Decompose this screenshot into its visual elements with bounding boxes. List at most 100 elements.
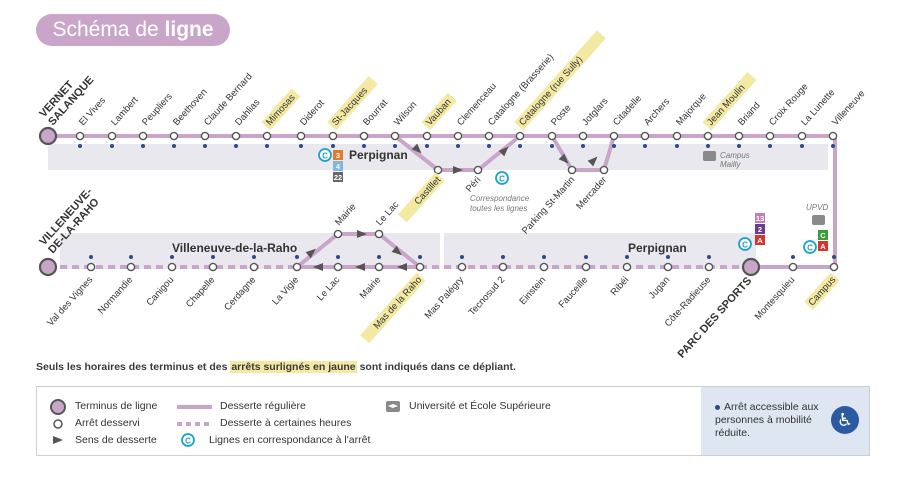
label-bottom-4-text: Cerdagne [222, 275, 258, 313]
direction-arrow-5 [305, 248, 316, 259]
corr-peri-letter: C [499, 175, 505, 184]
label-bottom-7: Mairie [358, 275, 383, 302]
label-top-branch-1: Péri [464, 175, 483, 195]
perpignan-band [444, 233, 756, 269]
stop-bottom-10 [498, 262, 508, 272]
accessible-dot-top-11 [425, 144, 429, 148]
label-top-20-highlight [702, 71, 757, 131]
direction-arrow-4 [587, 156, 598, 167]
label-bottom-2-text: Canigou [144, 275, 176, 309]
stop-top-23 [797, 131, 807, 141]
badge-parc-text-2: A [757, 236, 763, 245]
label-top-18-text: Archers [642, 96, 672, 128]
accessible-dot-top-10 [393, 144, 397, 148]
accessible-dot-bottom-0 [89, 255, 93, 259]
label-top-branch-0-highlight [397, 172, 445, 223]
label-bottom-16: Montesquieu [753, 275, 798, 323]
legend-direction-label: Sens de desserte [75, 434, 157, 446]
accessible-label: Arrêt accessible aux personnes à mobilit… [715, 401, 819, 439]
upvd-label: UPVD [806, 203, 828, 212]
label-top-21: Briand [736, 100, 763, 128]
stop-top-13 [484, 131, 494, 141]
direction-arrow-8 [313, 263, 323, 271]
label-bottom-branch-0-text: Mairie [333, 201, 358, 228]
terminus-villeneuve [38, 257, 58, 277]
accessible-dot-top-14 [518, 144, 522, 148]
stop-top-7 [296, 131, 306, 141]
legend-university-label: Université et École Supérieure [409, 400, 551, 412]
badge-stjacques-0 [333, 150, 343, 160]
accessible-dot-top-12 [456, 144, 460, 148]
wheelchair-icon: ♿ [831, 406, 859, 434]
accessible-dot-top-20 [706, 144, 710, 148]
stop-top-11 [422, 131, 432, 141]
accessible-dot-top-8 [331, 144, 335, 148]
label-top-9-text: Bourrat [361, 97, 390, 128]
label-bottom-5: La Vigie [270, 275, 301, 308]
label-bottom-16-text: Montesquieu [753, 275, 798, 323]
label-top-15: Poste [549, 103, 573, 128]
label-top-branch-1-text: Péri [464, 175, 483, 195]
direction-arrow-0 [411, 143, 422, 154]
legend-terminus-label: Terminus de ligne [75, 400, 158, 412]
stop-bottom-4 [249, 262, 259, 272]
stop-top-18 [640, 131, 650, 141]
campus-mailly-2: Mailly [720, 160, 741, 169]
accessible-dot-top-13 [487, 144, 491, 148]
label-bottom-0-text: Val des Vignes [45, 274, 95, 328]
label-bottom-13-text: Ribéi [609, 275, 632, 298]
direction-arrow-7 [391, 245, 402, 256]
label-top-17: Citadelle [611, 93, 644, 128]
label-top-0-text: El Vives [77, 95, 108, 128]
label-top-18: Archers [642, 96, 672, 128]
stop-top-9 [359, 131, 369, 141]
page-title: Schéma de ligne [36, 14, 230, 46]
accessible-dot-bottom-11 [542, 255, 546, 259]
direction-arrow-10 [397, 263, 407, 271]
label-top-branch-2-text: Parking St-Martin [520, 175, 577, 237]
stop-bottom-16 [788, 262, 798, 272]
stop-bottom-9 [457, 262, 467, 272]
accessible-dot-top-23 [800, 144, 804, 148]
label-top-6-highlight [261, 88, 301, 131]
stop-top-5 [231, 131, 241, 141]
accessible-dot-top-16 [581, 144, 585, 148]
villeneuve-band [60, 233, 440, 269]
corr-campus [803, 240, 817, 254]
accessible-dot-bottom-2 [170, 255, 174, 259]
label-bottom-branch-1-text: Le Lac [374, 199, 401, 228]
corr-parc-letter: C [742, 241, 748, 250]
stop-bottom-1 [126, 262, 136, 272]
accessible-dot-bottom-15 [707, 255, 711, 259]
stop-bottom-3 [208, 262, 218, 272]
stop-bottom-11 [539, 262, 549, 272]
label-top-branch-3: Mercader [574, 175, 609, 212]
accessible-dot-bottom-14 [666, 255, 670, 259]
label-bottom-branch-1: Le Lac [374, 199, 401, 228]
label-bottom-11-text: Einstein [517, 275, 548, 307]
stop-top-10 [390, 131, 400, 141]
label-bottom-11: Einstein [517, 275, 548, 307]
stop-top-17 [609, 131, 619, 141]
label-bottom-9-text: Mas Palégry [423, 274, 467, 321]
label-top-branch-0-text: Castillet [412, 174, 443, 207]
stop-top-22 [765, 131, 775, 141]
stop-bottom-branch-1 [374, 229, 384, 239]
label-bottom-10-text: Tecnosud 2 [467, 275, 508, 318]
label-bottom-6-text: Le Lac [315, 274, 342, 303]
legend-correspondance-symbol [181, 433, 195, 447]
label-top-6: Mimosas [261, 88, 301, 131]
direction-arrow-1 [453, 166, 463, 174]
stop-bottom-12 [581, 262, 591, 272]
label-top-15-text: Poste [549, 103, 573, 128]
accessible-dot-bottom-16 [791, 255, 795, 259]
label-top-11-highlight [421, 92, 457, 131]
line-diagram: Perpignan Villeneuve-de-la-Raho Perpignan E… [37, 30, 867, 360]
accessible-dot-top-22 [768, 144, 772, 148]
legend-correspondance-label: Lignes en correspondance à l'arrêt [209, 434, 371, 446]
stop-bottom-7 [374, 262, 384, 272]
label-top-6-text: Mimosas [264, 92, 298, 128]
label-top-21-text: Briand [736, 100, 763, 128]
label-top-10-text: Wilson [392, 99, 419, 128]
label-top-11-text: Vauban [424, 97, 454, 128]
